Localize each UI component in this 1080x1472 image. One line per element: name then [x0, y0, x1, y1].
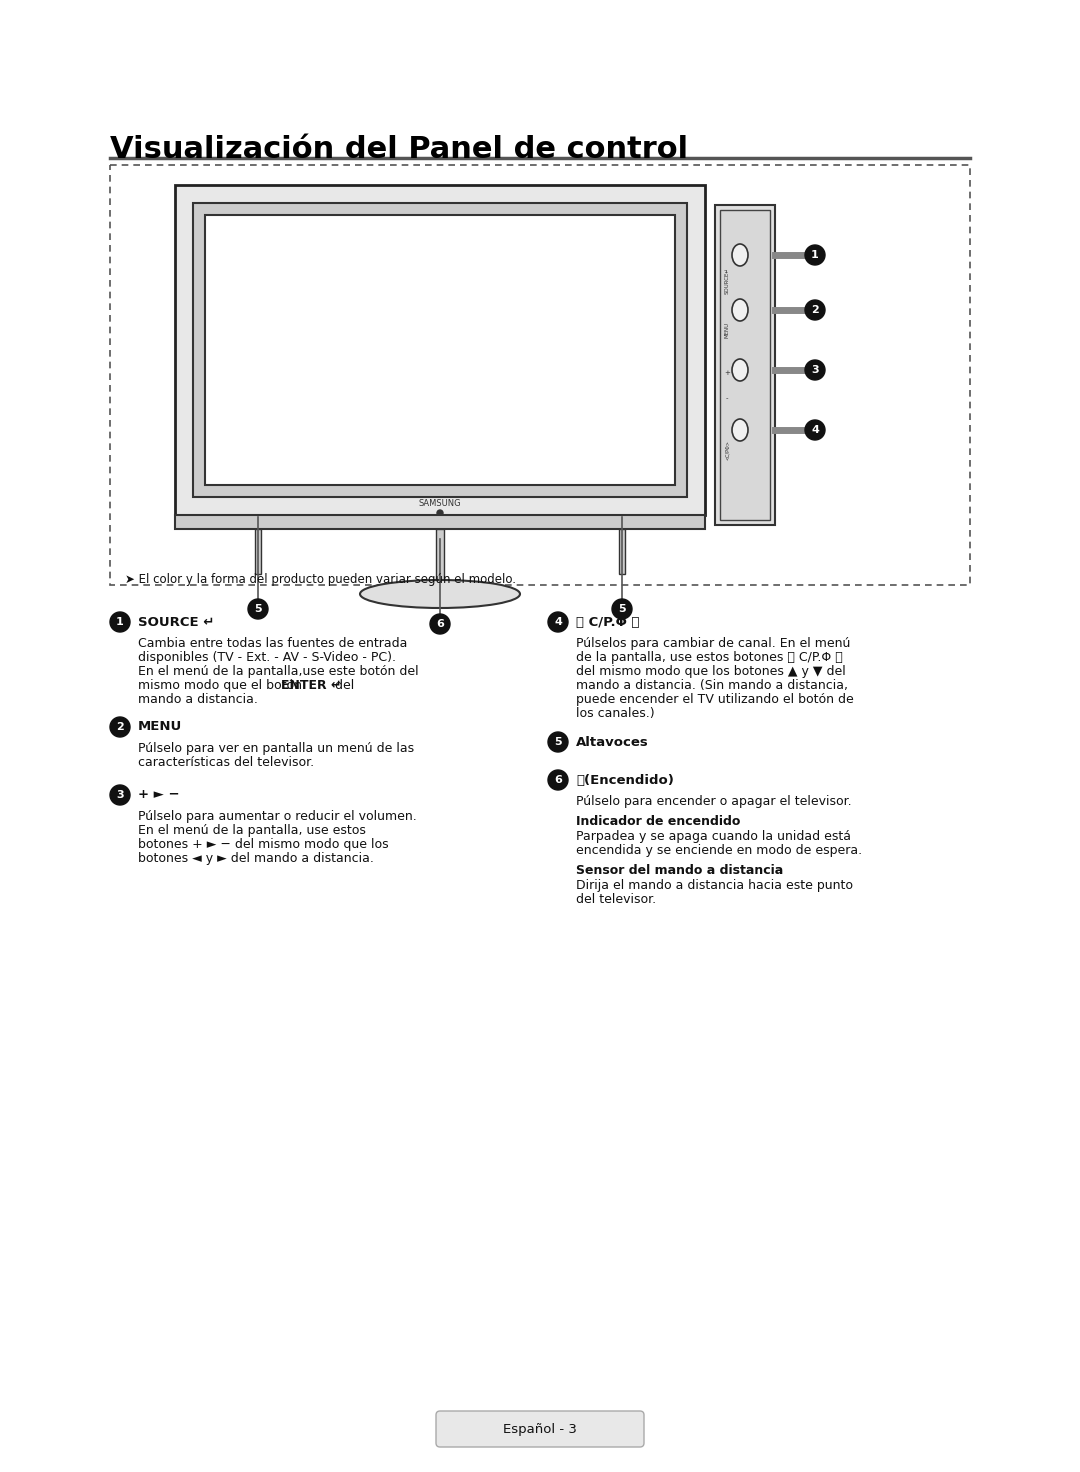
Ellipse shape: [732, 359, 748, 381]
Text: ➤ El color y la forma del producto pueden variar según el modelo.: ➤ El color y la forma del producto puede…: [125, 573, 516, 586]
Text: mismo modo que el botón: mismo modo que el botón: [138, 679, 306, 692]
Text: 〈 C/P.Φ 〉: 〈 C/P.Φ 〉: [576, 615, 639, 629]
Text: Púlselo para aumentar o reducir el volumen.: Púlselo para aumentar o reducir el volum…: [138, 810, 417, 823]
Text: Altavoces: Altavoces: [576, 736, 649, 748]
Text: Parpadea y se apaga cuando la unidad está: Parpadea y se apaga cuando la unidad est…: [576, 830, 851, 843]
Ellipse shape: [360, 580, 519, 608]
Text: encendida y se enciende en modo de espera.: encendida y se enciende en modo de esper…: [576, 843, 862, 857]
Circle shape: [430, 614, 450, 634]
Text: del: del: [330, 679, 354, 692]
Circle shape: [110, 785, 130, 805]
Ellipse shape: [732, 420, 748, 442]
FancyBboxPatch shape: [175, 185, 705, 515]
FancyBboxPatch shape: [175, 515, 705, 528]
Text: Español - 3: Español - 3: [503, 1422, 577, 1435]
Text: Púlselo para ver en pantalla un menú de las: Púlselo para ver en pantalla un menú de …: [138, 742, 414, 755]
Text: 2: 2: [117, 721, 124, 732]
Text: 1: 1: [811, 250, 819, 261]
Circle shape: [805, 244, 825, 265]
Circle shape: [548, 732, 568, 752]
Circle shape: [548, 612, 568, 631]
Text: En el menú de la pantalla, use estos: En el menú de la pantalla, use estos: [138, 824, 366, 838]
Ellipse shape: [732, 244, 748, 266]
Text: 2: 2: [811, 305, 819, 315]
Text: 4: 4: [811, 425, 819, 436]
FancyBboxPatch shape: [193, 203, 687, 498]
FancyBboxPatch shape: [619, 528, 625, 574]
Text: ⏻(Encendido): ⏻(Encendido): [576, 773, 674, 786]
FancyBboxPatch shape: [205, 215, 675, 484]
Circle shape: [437, 509, 443, 517]
FancyBboxPatch shape: [110, 165, 970, 584]
Text: En el menú de la pantalla,use este botón del: En el menú de la pantalla,use este botón…: [138, 665, 419, 679]
Text: 6: 6: [436, 620, 444, 629]
Text: 5: 5: [554, 737, 562, 746]
Text: 3: 3: [117, 790, 124, 799]
Circle shape: [248, 599, 268, 620]
Text: Púlselo para encender o apagar el televisor.: Púlselo para encender o apagar el televi…: [576, 795, 852, 808]
Circle shape: [612, 599, 632, 620]
Text: disponibles (TV - Ext. - AV - S-Video - PC).: disponibles (TV - Ext. - AV - S-Video - …: [138, 651, 396, 664]
Text: SOURCE ↵: SOURCE ↵: [138, 615, 214, 629]
Text: Visualización del Panel de control: Visualización del Panel de control: [110, 135, 688, 163]
Text: Cambia entre todas las fuentes de entrada: Cambia entre todas las fuentes de entrad…: [138, 637, 407, 651]
FancyBboxPatch shape: [436, 528, 444, 584]
Text: de la pantalla, use estos botones 〈 C/P.Φ 〉: de la pantalla, use estos botones 〈 C/P.…: [576, 651, 842, 664]
Circle shape: [548, 770, 568, 790]
FancyBboxPatch shape: [715, 205, 775, 526]
Text: SOURCE↵: SOURCE↵: [725, 266, 729, 293]
Text: botones ◄ y ► del mando a distancia.: botones ◄ y ► del mando a distancia.: [138, 852, 374, 866]
Text: 4: 4: [554, 617, 562, 627]
Circle shape: [110, 612, 130, 631]
Text: 5: 5: [618, 604, 625, 614]
Text: los canales.): los canales.): [576, 707, 654, 720]
Text: +: +: [724, 369, 730, 375]
Text: Púlselos para cambiar de canal. En el menú: Púlselos para cambiar de canal. En el me…: [576, 637, 850, 651]
Text: ENTER ↵: ENTER ↵: [281, 679, 341, 692]
Text: mando a distancia. (Sin mando a distancia,: mando a distancia. (Sin mando a distanci…: [576, 679, 848, 692]
FancyBboxPatch shape: [720, 210, 770, 520]
Text: MENU: MENU: [725, 322, 729, 339]
Text: SAMSUNG: SAMSUNG: [419, 499, 461, 508]
Circle shape: [805, 420, 825, 440]
Text: mando a distancia.: mando a distancia.: [138, 693, 258, 707]
Text: Dirija el mando a distancia hacia este punto: Dirija el mando a distancia hacia este p…: [576, 879, 853, 892]
Text: Sensor del mando a distancia: Sensor del mando a distancia: [576, 864, 783, 877]
Text: <C/PΦ>: <C/PΦ>: [725, 440, 729, 459]
Text: Indicador de encendido: Indicador de encendido: [576, 815, 741, 827]
Circle shape: [110, 717, 130, 737]
FancyBboxPatch shape: [255, 528, 261, 574]
Text: + ► −: + ► −: [138, 789, 179, 801]
Text: -: -: [726, 394, 728, 400]
FancyBboxPatch shape: [436, 1412, 644, 1447]
Text: del mismo modo que los botones ▲ y ▼ del: del mismo modo que los botones ▲ y ▼ del: [576, 665, 846, 679]
Text: 6: 6: [554, 774, 562, 785]
Text: puede encender el TV utilizando el botón de: puede encender el TV utilizando el botón…: [576, 693, 854, 707]
Text: botones + ► − del mismo modo que los: botones + ► − del mismo modo que los: [138, 838, 389, 851]
Circle shape: [805, 361, 825, 380]
Text: 3: 3: [811, 365, 819, 375]
Text: 1: 1: [117, 617, 124, 627]
Text: 5: 5: [254, 604, 261, 614]
Ellipse shape: [732, 299, 748, 321]
Text: características del televisor.: características del televisor.: [138, 757, 314, 768]
Text: MENU: MENU: [138, 720, 183, 733]
Circle shape: [805, 300, 825, 319]
Text: del televisor.: del televisor.: [576, 894, 657, 905]
